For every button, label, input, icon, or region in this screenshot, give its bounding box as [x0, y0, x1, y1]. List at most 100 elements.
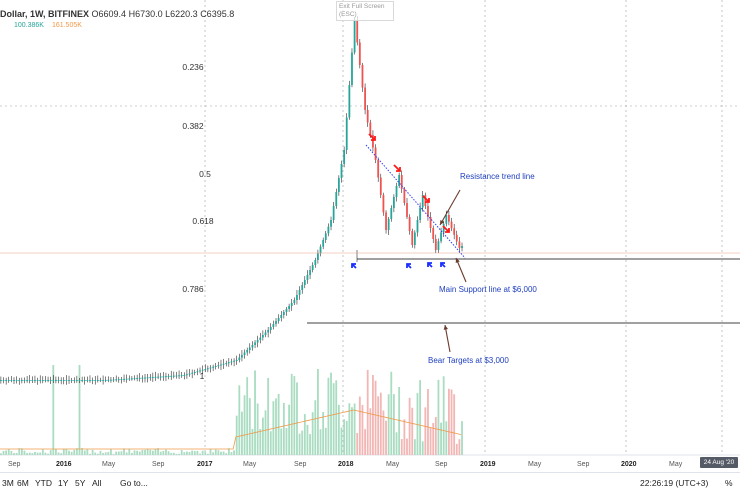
- blue-arrow-icon: [427, 262, 433, 268]
- goto-date-button[interactable]: Go to...: [120, 478, 148, 488]
- candle-body: [15, 380, 18, 381]
- candle-body: [369, 122, 372, 135]
- volume-bar: [398, 386, 401, 455]
- volume-bar: [372, 374, 374, 455]
- candle-body: [262, 335, 264, 338]
- percent-scale-toggle[interactable]: %: [725, 478, 733, 488]
- range-3m-button[interactable]: 3M: [2, 478, 14, 488]
- candle-body: [403, 189, 406, 203]
- candle-body: [26, 380, 28, 381]
- volume-bar: [280, 428, 283, 455]
- candle-body: [136, 378, 139, 379]
- candle-body: [222, 363, 225, 365]
- candle-body: [432, 228, 435, 239]
- volume-bar: [44, 452, 47, 455]
- volume-bar: [413, 439, 416, 455]
- candle-body: [398, 175, 401, 186]
- volume-bar: [191, 450, 194, 455]
- volume-bar: [248, 398, 251, 455]
- volume-bar: [138, 451, 141, 455]
- range-ytd-button[interactable]: YTD: [35, 478, 52, 488]
- volume-bar: [233, 450, 235, 455]
- candle-body: [78, 380, 81, 381]
- x-axis-tick: Sep: [577, 461, 590, 468]
- candle-body: [70, 380, 73, 381]
- candle-body: [303, 280, 306, 285]
- candle-body: [332, 206, 335, 220]
- volume-bar: [175, 453, 178, 455]
- volume-bar: [393, 394, 395, 455]
- ohlc-high: H6730.0: [128, 9, 163, 19]
- volume-bar: [448, 388, 450, 455]
- volume-bar: [162, 450, 165, 455]
- volume-bar: [167, 451, 170, 455]
- candle-body: [172, 375, 175, 377]
- volume-bar: [65, 448, 68, 455]
- candle-body: [47, 380, 49, 381]
- volume-legend: 100.386K 161.505K: [14, 22, 88, 29]
- volume-bar: [450, 389, 453, 455]
- volume-bar: [120, 451, 123, 455]
- exit-fullscreen-button[interactable]: Exit Full Screen (ESC): [336, 1, 394, 21]
- symbol-name: Dollar, 1W, BITFINEX: [0, 9, 90, 19]
- volume-bar: [282, 402, 285, 455]
- support-pointer-head: [455, 258, 460, 263]
- blue-arrow-icon: [351, 263, 357, 269]
- price-chart[interactable]: [0, 0, 740, 472]
- volume-bar: [57, 452, 60, 455]
- volume-bar: [133, 450, 136, 455]
- volume-bar: [20, 448, 23, 455]
- candle-body: [65, 380, 68, 381]
- candle-body: [162, 376, 165, 378]
- candle-body: [91, 380, 94, 381]
- volume-bar: [217, 450, 220, 455]
- volume-bar: [379, 392, 382, 455]
- volume-bar: [86, 449, 89, 455]
- candle-body: [107, 379, 110, 381]
- fib-level-label: 0.5: [199, 169, 211, 179]
- volume-bar: [353, 403, 356, 455]
- volume-bar: [437, 379, 440, 455]
- volume-bar: [235, 415, 238, 455]
- volume-bar: [358, 396, 361, 455]
- candle-body: [358, 42, 361, 65]
- fib-level-label: 1: [199, 371, 205, 381]
- candle-body: [225, 363, 228, 364]
- candle-body: [408, 217, 411, 231]
- volume-bar: [136, 450, 139, 455]
- candle-body: [36, 380, 39, 381]
- volume-bar: [75, 448, 78, 455]
- candle-body: [317, 253, 319, 260]
- volume-bar: [440, 422, 442, 455]
- volume-bar: [408, 397, 411, 455]
- candle-body: [131, 378, 133, 380]
- range-1y-button[interactable]: 1Y: [58, 478, 69, 488]
- candle-body: [0, 380, 2, 381]
- volume-bar: [262, 417, 264, 455]
- volume-bar: [290, 373, 293, 455]
- candle-body: [280, 315, 283, 318]
- range-all-button[interactable]: All: [92, 478, 102, 488]
- volume-bar: [47, 453, 49, 455]
- candle-body: [337, 178, 340, 192]
- support-annotation: Main Support line at $6,000: [439, 285, 537, 294]
- range-5y-button[interactable]: 5Y: [75, 478, 86, 488]
- volume-value: 100.386K: [14, 22, 44, 29]
- candle-body: [385, 212, 387, 230]
- volume-bar: [149, 449, 152, 455]
- volume-bar: [246, 377, 249, 455]
- volume-bar: [411, 407, 414, 455]
- candle-body: [364, 87, 366, 110]
- volume-bar: [96, 453, 99, 455]
- candle-body: [429, 217, 432, 228]
- volume-bar: [400, 439, 403, 455]
- volume-bar: [416, 393, 419, 455]
- candle-body: [411, 231, 414, 245]
- volume-bar: [60, 453, 63, 455]
- range-6m-button[interactable]: 6M: [17, 478, 29, 488]
- ohlc-close: C6395.8: [200, 9, 235, 19]
- candle-body: [209, 367, 212, 369]
- volume-bar: [330, 372, 332, 455]
- candle-body: [7, 380, 10, 381]
- candle-body: [55, 380, 57, 381]
